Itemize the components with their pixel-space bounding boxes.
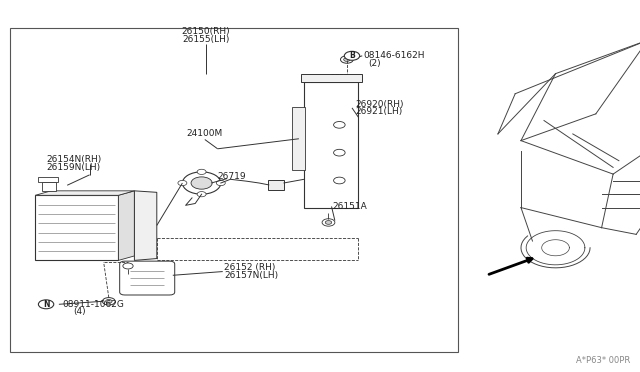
Text: A*P63* 00PR: A*P63* 00PR [576, 356, 630, 365]
Bar [304, 82, 358, 208]
Text: 24100M: 24100M [187, 129, 223, 138]
Circle shape [344, 51, 360, 60]
Circle shape [197, 192, 206, 197]
Text: 08146-6162H: 08146-6162H [364, 51, 425, 60]
Polygon shape [118, 191, 134, 260]
Circle shape [216, 180, 225, 186]
Circle shape [106, 299, 112, 303]
Bar [42, 182, 56, 191]
Text: 26151A: 26151A [333, 202, 367, 211]
Bar [268, 180, 284, 190]
Text: 26154N(RH): 26154N(RH) [46, 155, 101, 164]
Text: (4): (4) [74, 307, 86, 316]
Circle shape [322, 219, 335, 226]
Text: 26921(LH): 26921(LH) [355, 107, 403, 116]
Text: (2): (2) [368, 60, 381, 68]
Circle shape [102, 298, 115, 305]
Circle shape [178, 180, 187, 186]
Text: B: B [349, 51, 355, 60]
Circle shape [38, 300, 54, 309]
Polygon shape [35, 191, 134, 195]
Bar [35, 195, 118, 260]
Bar [10, 28, 458, 352]
Circle shape [191, 177, 212, 189]
FancyBboxPatch shape [120, 261, 175, 295]
Bar [292, 107, 305, 170]
Text: 26155(LH): 26155(LH) [182, 35, 230, 44]
Circle shape [340, 56, 353, 63]
Circle shape [344, 58, 350, 61]
Text: 26920(RH): 26920(RH) [355, 100, 404, 109]
Polygon shape [134, 191, 157, 260]
Text: 08911-1062G: 08911-1062G [63, 300, 125, 309]
Circle shape [333, 149, 345, 156]
Text: 26150(RH): 26150(RH) [182, 27, 230, 36]
Circle shape [182, 172, 221, 194]
Bar [38, 177, 58, 182]
Circle shape [333, 122, 345, 128]
Text: 26159N(LH): 26159N(LH) [47, 163, 100, 172]
Circle shape [325, 221, 332, 224]
Text: N: N [43, 300, 49, 309]
Circle shape [123, 263, 133, 269]
Text: 26719: 26719 [218, 172, 246, 181]
Circle shape [197, 169, 206, 174]
Text: 26157N(LH): 26157N(LH) [224, 271, 278, 280]
Text: 26152 (RH): 26152 (RH) [224, 263, 275, 272]
Bar [301, 74, 362, 82]
Circle shape [333, 177, 345, 184]
